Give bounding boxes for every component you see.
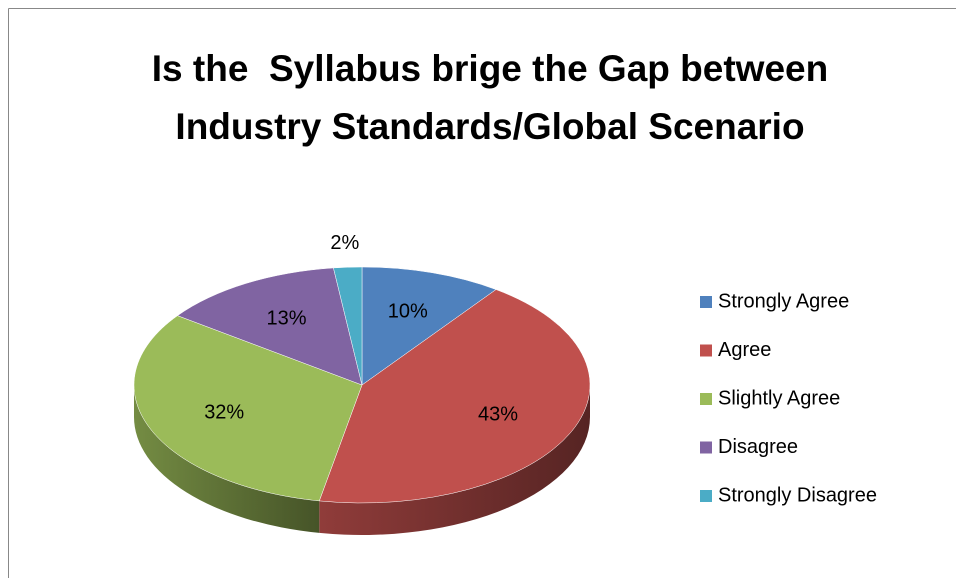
slice <box>177 267 363 386</box>
slice <box>318 289 591 504</box>
legend-swatch <box>700 490 712 502</box>
data-label: 13% <box>267 307 307 329</box>
legend-label: Strongly Disagree <box>718 484 877 506</box>
data-label: 43% <box>478 404 518 426</box>
legend-label: Slightly Agree <box>718 387 840 409</box>
slice <box>133 315 363 502</box>
data-label: 10% <box>388 300 428 322</box>
slice <box>361 266 497 386</box>
legend-label: Strongly Agree <box>718 290 849 312</box>
data-label: 2% <box>330 232 359 254</box>
legend-swatch <box>700 393 712 405</box>
legend-swatch <box>700 344 712 357</box>
legend-swatch <box>700 296 712 308</box>
legend-swatch <box>700 441 712 454</box>
data-label: 32% <box>204 402 244 424</box>
slice-side <box>319 385 590 535</box>
slice-side <box>134 385 320 533</box>
legend-label: Disagree <box>718 436 798 458</box>
chart-title: Is the Syllabus brige the Gap between In… <box>151 48 839 147</box>
slice <box>333 266 363 386</box>
legend-label: Agree <box>718 339 771 361</box>
